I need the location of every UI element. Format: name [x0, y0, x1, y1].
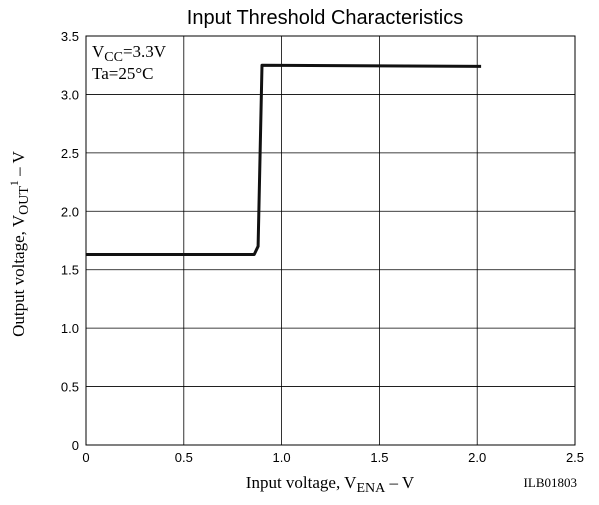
- y-axis-label-suffix: – V: [9, 150, 28, 180]
- annotation-vcc-main: V: [92, 42, 105, 61]
- x-tick-label: 1.0: [273, 450, 291, 465]
- grid: [85, 35, 576, 446]
- y-tick-label: 2.5: [61, 146, 79, 161]
- x-axis-label-suffix: – V: [385, 473, 415, 492]
- y-tick-label: 3.0: [61, 87, 79, 102]
- x-tick-label: 2.5: [566, 450, 584, 465]
- y-tick-label: 3.5: [61, 29, 79, 44]
- annotation-vcc-suffix: =3.3V: [123, 42, 167, 61]
- series-line: [86, 63, 482, 256]
- figure-code: ILB01803: [524, 475, 577, 490]
- y-tick-label: 2.0: [61, 204, 79, 219]
- y-tick-label: 1.0: [61, 321, 79, 336]
- annotation-vcc-sub: CC: [104, 50, 123, 65]
- y-axis-label: Output voltage, VOUT1 – V: [7, 150, 32, 336]
- y-axis-label-main: Output voltage, V: [9, 214, 28, 337]
- x-tick-label: 1.5: [370, 450, 388, 465]
- y-axis-label-sub: OUT: [17, 186, 32, 215]
- x-axis-label: Input voltage, VENA – V: [246, 473, 415, 496]
- x-axis-label-sub: ENA: [356, 481, 386, 496]
- y-tick-label: 1.5: [61, 263, 79, 278]
- y-tick-label: 0: [72, 438, 79, 453]
- y-tick-label: 0.5: [61, 380, 79, 395]
- plot-frame: [85, 35, 576, 446]
- x-tick-label: 0.5: [175, 450, 193, 465]
- annotation-ta: Ta=25°C: [92, 64, 153, 83]
- x-tick-label: 2.0: [468, 450, 486, 465]
- annotation-vcc: VCC=3.3V: [92, 42, 167, 65]
- x-axis-label-main: Input voltage, V: [246, 473, 357, 492]
- y-axis-label-sup: 1: [7, 180, 21, 186]
- x-tick-label: 0: [82, 450, 89, 465]
- chart-title: Input Threshold Characteristics: [187, 7, 463, 29]
